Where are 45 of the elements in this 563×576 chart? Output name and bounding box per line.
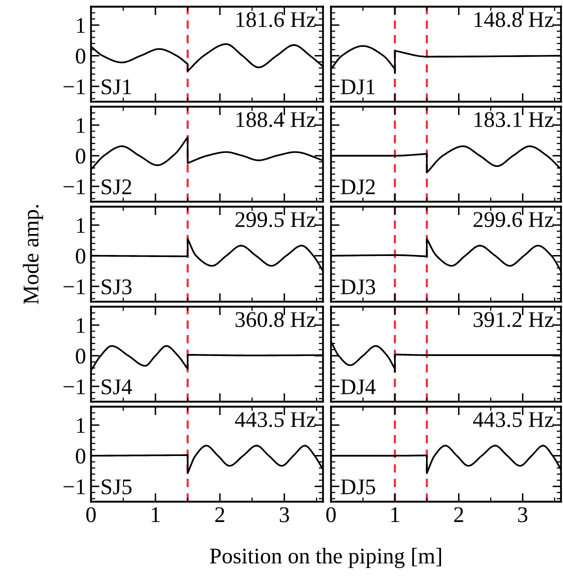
annotation: 299.5 Hz xyxy=(236,212,316,228)
annotation: 148.8 Hz xyxy=(474,12,554,28)
annotation: SJ3 xyxy=(102,279,132,294)
x-axis-title: Position on the piping [m] xyxy=(210,548,442,568)
y-tick-label: 1 xyxy=(76,18,85,33)
x-tick-label: 0 xyxy=(326,507,336,522)
x-tick-label: 3 xyxy=(280,507,290,522)
annotation: DJ1 xyxy=(340,79,375,94)
annotation: 391.2 Hz xyxy=(474,312,554,328)
x-tick-label: 1 xyxy=(152,507,160,522)
y-tick-label: 0 xyxy=(76,148,86,164)
y-tick-label: 0 xyxy=(76,48,86,64)
annotation: SJ1 xyxy=(102,79,132,94)
x-tick-label: 0 xyxy=(86,507,96,522)
annotation: 443.5 Hz xyxy=(473,412,554,428)
y-tick-label: 1 xyxy=(76,318,85,333)
annotation: DJ5 xyxy=(340,480,376,494)
y-tick-label: 1 xyxy=(76,118,85,133)
y-tick-label: −1 xyxy=(64,379,85,394)
y-tick-label: 0 xyxy=(76,448,86,464)
y-tick-label: 1 xyxy=(76,218,85,233)
x-tick-label: 3 xyxy=(518,507,528,522)
x-tick-label: 1 xyxy=(391,507,400,522)
y-tick-label: 1 xyxy=(76,418,85,433)
annotation: DJ3 xyxy=(340,279,376,294)
y-tick-label: −1 xyxy=(64,479,85,494)
y-tick-label: 0 xyxy=(76,248,86,264)
x-tick-label: 2 xyxy=(454,507,464,522)
y-tick-label: −1 xyxy=(64,79,85,94)
annotation: 181.6 Hz xyxy=(236,12,316,28)
annotation: SJ4 xyxy=(102,379,132,394)
y-tick-label: 0 xyxy=(76,348,86,364)
annotation: DJ2 xyxy=(340,179,375,194)
annotation: 443.5 Hz xyxy=(235,412,316,428)
y-axis-title: Mode amp. xyxy=(22,205,44,304)
annotation: 188.4 Hz xyxy=(236,112,316,128)
annotation: 299.6 Hz xyxy=(474,212,554,228)
y-tick-label: −1 xyxy=(64,179,85,194)
annotation: 360.8 Hz xyxy=(236,312,316,328)
annotation: DJ4 xyxy=(340,379,376,394)
annotation: SJ5 xyxy=(102,479,132,494)
y-tick-label: −1 xyxy=(64,279,85,294)
annotation: SJ2 xyxy=(102,179,132,194)
annotation: 183.1 Hz xyxy=(474,112,554,128)
x-tick-label: 2 xyxy=(215,507,224,522)
